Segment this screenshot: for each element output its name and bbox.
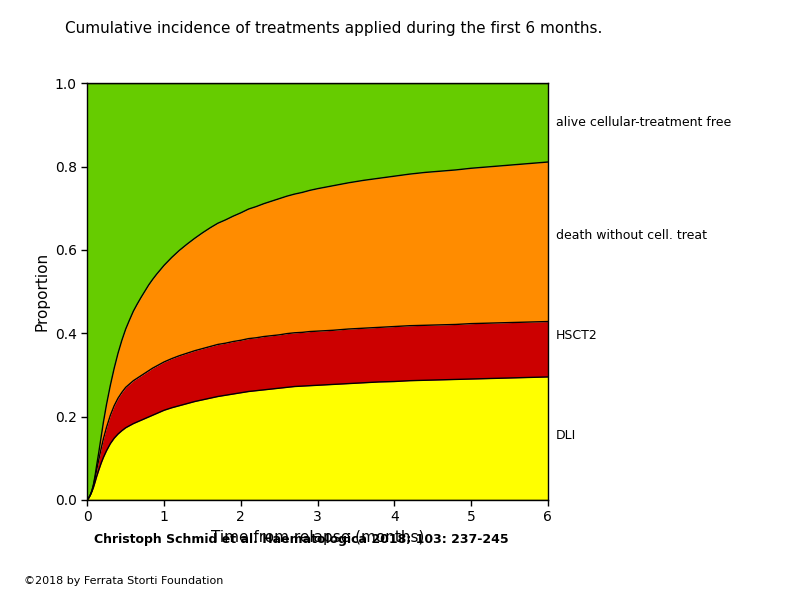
Text: alive cellular-treatment free: alive cellular-treatment free <box>556 117 731 129</box>
Text: death without cell. treat: death without cell. treat <box>556 229 707 242</box>
Text: Christoph Schmid et al. Haematologica 2018; 103: 237-245: Christoph Schmid et al. Haematologica 20… <box>94 533 509 546</box>
Text: ©2018 by Ferrata Storti Foundation: ©2018 by Ferrata Storti Foundation <box>24 576 223 586</box>
Text: HSCT2: HSCT2 <box>556 329 598 342</box>
Text: Cumulative incidence of treatments applied during the first 6 months.: Cumulative incidence of treatments appli… <box>65 21 602 36</box>
X-axis label: Time from relapse (months): Time from relapse (months) <box>211 530 424 545</box>
Y-axis label: Proportion: Proportion <box>34 252 49 331</box>
Text: DLI: DLI <box>556 429 576 441</box>
